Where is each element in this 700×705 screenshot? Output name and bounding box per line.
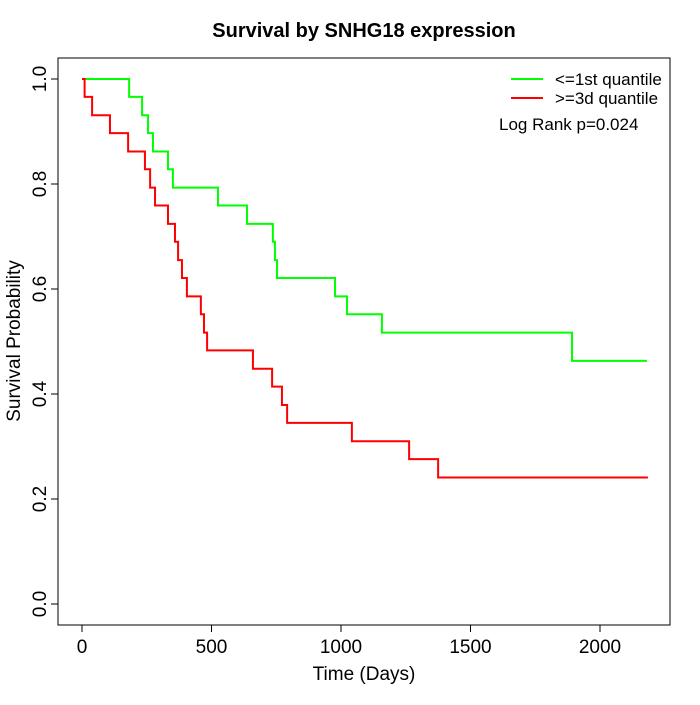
y-axis-label: Survival Probability [4,260,25,422]
x-tick-label: 0 [77,637,88,658]
y-tick-label: 0.0 [30,591,51,617]
legend-label: >=3d quantile [555,89,658,108]
plot-box [57,57,671,626]
legend: <=1st quantile>=3d quantile [511,70,662,108]
x-tick-label: 500 [196,637,228,658]
y-tick-label: 0.8 [30,171,51,197]
chart-title: Survival by SNHG18 expression [212,20,515,42]
legend-label: <=1st quantile [555,70,662,89]
y-tick-label: 0.4 [30,380,51,407]
y-axis-ticks: 0.0 0.2 0.4 0.6 0.8 1.0 [30,66,58,617]
x-axis-ticks: 0 500 1000 1500 2000 [77,625,621,658]
x-axis-label: Time (Days) [313,664,416,685]
km-curve-low-expression [82,78,647,362]
km-curve-high-expression [82,78,648,479]
survival-curves [82,78,648,479]
y-tick-label: 1.0 [30,66,51,92]
y-tick-label: 0.6 [30,276,51,302]
x-tick-label: 1500 [449,637,491,658]
x-tick-label: 2000 [579,637,621,658]
log-rank-annotation: Log Rank p=0.024 [499,115,638,134]
x-tick-label: 1000 [320,637,362,658]
y-tick-label: 0.2 [30,486,51,512]
